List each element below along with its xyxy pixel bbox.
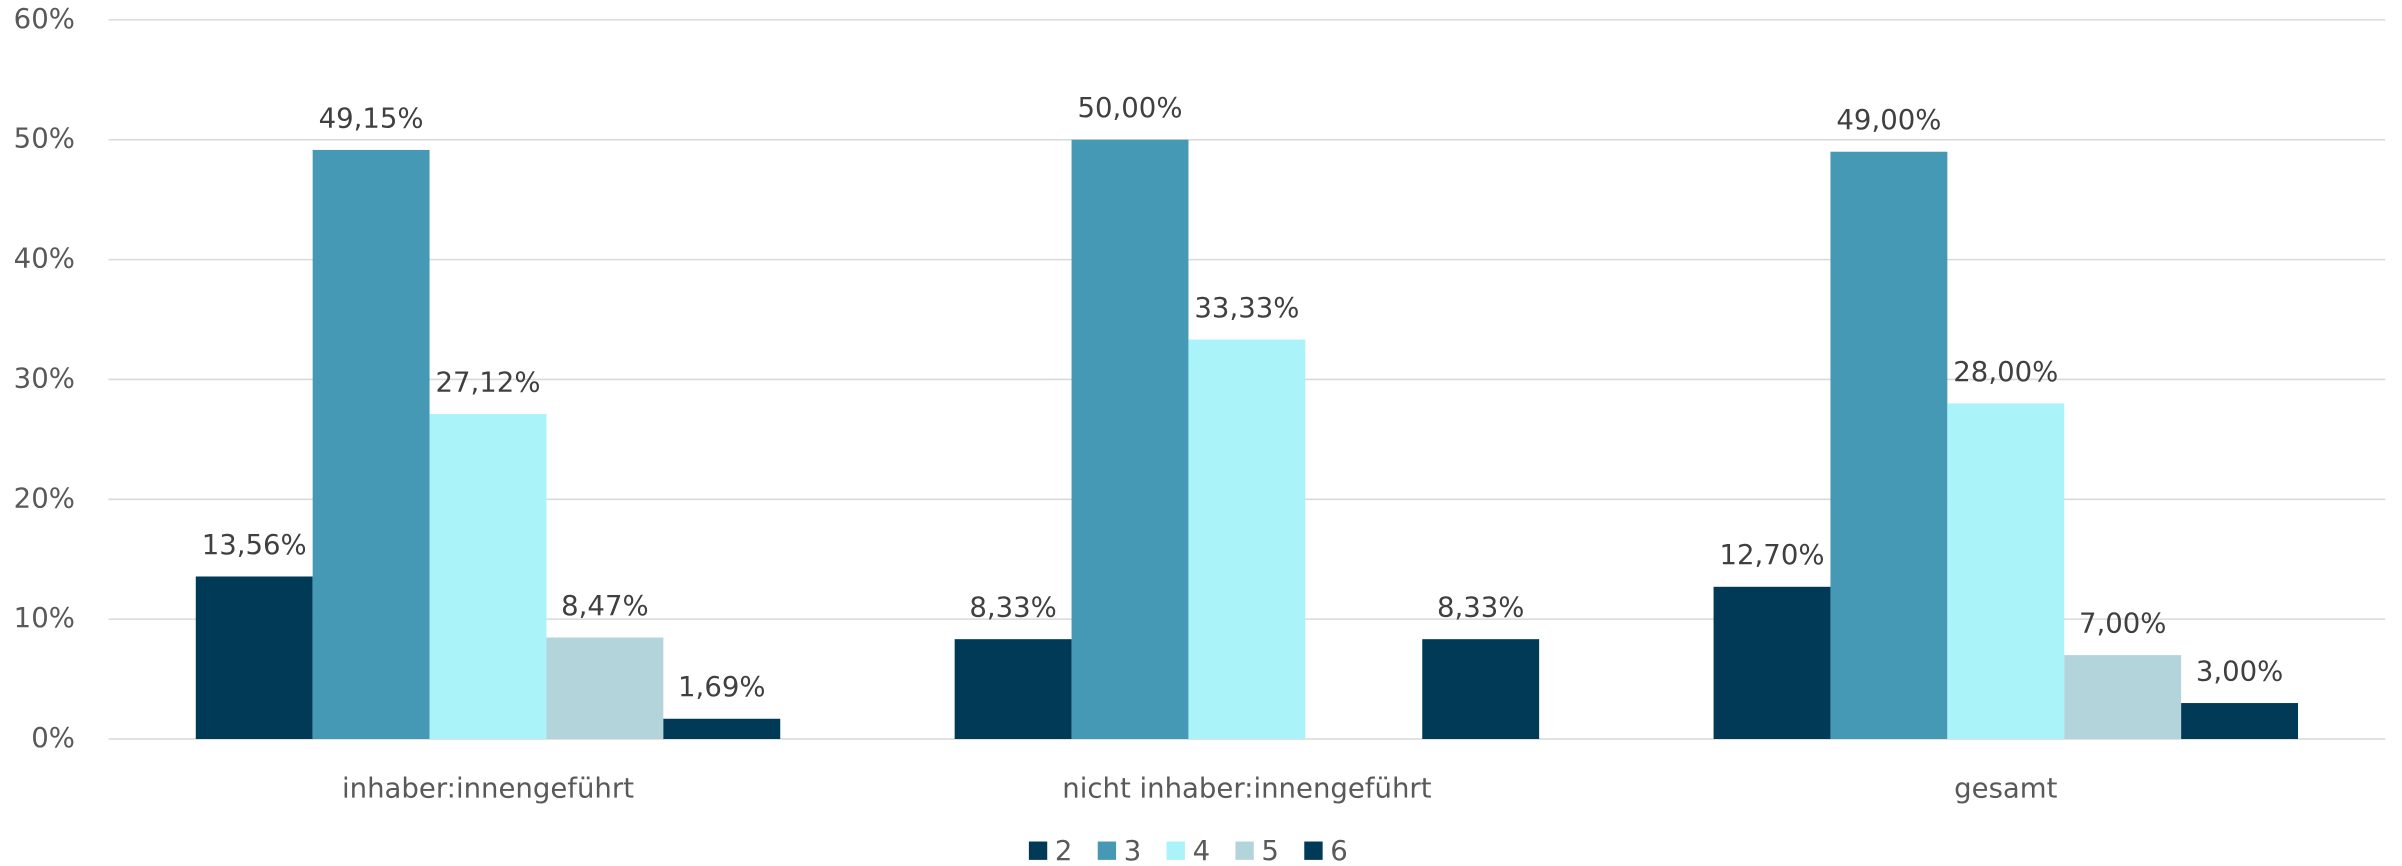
bar <box>1713 586 1831 740</box>
y-tick-label: 20% <box>14 482 75 514</box>
y-tick-label: 30% <box>14 362 75 394</box>
bar <box>1071 139 1189 740</box>
data-label: 27,12% <box>436 366 541 398</box>
bar <box>2064 655 2182 740</box>
data-label: 50,00% <box>1078 92 1183 124</box>
bar <box>429 413 547 740</box>
bar <box>954 639 1072 740</box>
y-tick-label: 40% <box>14 243 75 275</box>
y-tick-label: 10% <box>14 602 75 634</box>
legend-swatch <box>1166 841 1185 860</box>
bar <box>2181 703 2299 740</box>
data-label: 7,00% <box>2079 608 2166 640</box>
data-label: 28,00% <box>1953 356 2058 388</box>
bar <box>1830 151 1948 740</box>
y-tick-label: 0% <box>31 722 75 754</box>
legend-label: 4 <box>1193 835 1211 866</box>
bar <box>546 637 664 740</box>
legend-swatch <box>1235 841 1254 860</box>
legend-label: 6 <box>1330 835 1348 866</box>
data-label: 49,00% <box>1836 104 1941 136</box>
y-tick-label: 60% <box>14 3 75 35</box>
legend-label: 2 <box>1055 835 1073 866</box>
legend-label: 3 <box>1124 835 1142 866</box>
bar <box>1947 403 2065 740</box>
bar <box>1422 639 1540 740</box>
legend-swatch <box>1028 841 1048 860</box>
data-label: 49,15% <box>319 102 424 134</box>
data-label: 12,70% <box>1720 539 1825 571</box>
data-label: 13,56% <box>202 529 307 561</box>
x-tick-label: gesamt <box>1954 772 2057 804</box>
data-label: 8,47% <box>561 590 648 622</box>
bar <box>1188 339 1306 740</box>
y-tick-label: 50% <box>14 123 75 155</box>
bar <box>195 576 313 740</box>
bar <box>312 149 430 740</box>
data-label: 8,33% <box>1437 592 1524 624</box>
legend-swatch <box>1097 841 1117 860</box>
legend-label: 5 <box>1261 835 1279 866</box>
x-tick-label: nicht inhaber:innengeführt <box>1062 772 1431 804</box>
data-label: 8,33% <box>969 592 1056 624</box>
bar <box>663 718 781 740</box>
data-label: 3,00% <box>2196 655 2283 687</box>
data-label: 1,69% <box>678 671 765 703</box>
data-label: 33,33% <box>1194 292 1299 324</box>
legend-swatch <box>1304 841 1323 860</box>
x-tick-label: inhaber:innengeführt <box>342 772 634 804</box>
